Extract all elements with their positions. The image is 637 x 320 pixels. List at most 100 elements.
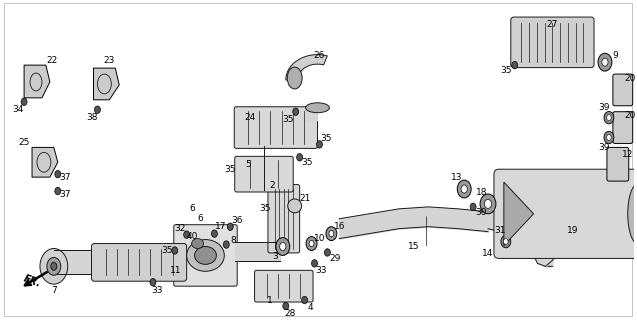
Ellipse shape [627,184,637,244]
Ellipse shape [606,134,611,140]
Ellipse shape [40,249,68,284]
Text: 21: 21 [299,195,310,204]
Text: 37: 37 [59,190,71,199]
Polygon shape [94,68,119,100]
Ellipse shape [602,58,608,66]
Text: 1: 1 [267,296,273,305]
Text: 16: 16 [334,222,345,231]
Text: 11: 11 [170,266,182,275]
Ellipse shape [504,239,508,244]
Text: FR.: FR. [22,273,42,289]
Ellipse shape [326,227,337,241]
Ellipse shape [598,53,612,71]
Text: 19: 19 [566,226,578,235]
Ellipse shape [183,231,190,238]
Text: 7: 7 [51,286,57,295]
Ellipse shape [194,246,217,264]
Ellipse shape [192,239,203,249]
Text: 26: 26 [314,51,325,60]
Ellipse shape [287,67,302,89]
Text: 35: 35 [301,158,312,167]
Ellipse shape [51,262,57,270]
Ellipse shape [480,194,496,214]
Text: 35: 35 [320,134,332,143]
FancyBboxPatch shape [174,225,237,286]
Ellipse shape [47,257,61,275]
Ellipse shape [457,180,471,198]
Polygon shape [24,65,50,98]
Text: 6: 6 [190,204,196,213]
Text: 30: 30 [475,208,487,217]
Ellipse shape [150,278,156,286]
Text: 9: 9 [612,51,618,60]
Ellipse shape [293,108,299,116]
Ellipse shape [501,236,511,248]
Text: 6: 6 [197,214,203,223]
Text: 15: 15 [408,242,419,251]
Text: 22: 22 [47,56,57,65]
FancyBboxPatch shape [255,270,313,302]
Text: 14: 14 [482,249,494,258]
Text: 5: 5 [245,160,251,169]
Ellipse shape [280,243,286,251]
Text: 37: 37 [59,172,71,182]
Text: 25: 25 [18,138,30,147]
Polygon shape [286,55,327,80]
Text: 3: 3 [272,252,278,261]
Ellipse shape [484,199,492,208]
Ellipse shape [55,187,61,195]
Ellipse shape [311,260,317,267]
Text: 17: 17 [215,222,226,231]
Text: 35: 35 [224,165,236,174]
Ellipse shape [297,154,303,161]
Text: 28: 28 [284,309,296,318]
Text: 38: 38 [87,113,98,122]
FancyBboxPatch shape [92,244,187,281]
Ellipse shape [211,230,217,237]
Text: 34: 34 [13,105,24,114]
Text: 35: 35 [259,204,271,213]
Text: 13: 13 [450,172,462,182]
Ellipse shape [306,103,329,113]
FancyBboxPatch shape [268,185,299,253]
Text: 39: 39 [598,143,610,152]
Ellipse shape [512,61,518,69]
Text: 12: 12 [622,150,633,159]
Ellipse shape [276,237,290,255]
Ellipse shape [324,249,331,256]
Text: 33: 33 [151,286,162,295]
Ellipse shape [283,302,289,310]
Ellipse shape [21,98,27,106]
Polygon shape [504,182,534,245]
Ellipse shape [224,241,229,248]
Ellipse shape [309,240,314,247]
FancyBboxPatch shape [511,17,594,68]
Text: 36: 36 [231,216,243,225]
Ellipse shape [306,236,317,251]
FancyBboxPatch shape [613,74,633,106]
Ellipse shape [470,203,476,211]
Ellipse shape [187,240,224,271]
Text: 8: 8 [231,236,236,245]
Text: 20: 20 [624,111,636,120]
Ellipse shape [604,111,614,124]
Ellipse shape [604,131,614,144]
Text: 10: 10 [314,234,326,243]
Text: 40: 40 [187,232,198,241]
FancyBboxPatch shape [494,169,637,259]
Ellipse shape [227,223,233,230]
Text: 33: 33 [316,266,327,275]
Text: 31: 31 [494,226,506,235]
Ellipse shape [606,115,611,121]
Text: 35: 35 [282,115,294,124]
Ellipse shape [172,247,178,254]
Ellipse shape [288,199,302,213]
Text: 35: 35 [500,66,512,75]
Ellipse shape [329,230,334,237]
Text: 29: 29 [330,254,341,263]
Text: 2: 2 [269,180,275,189]
Ellipse shape [94,106,101,114]
Text: 4: 4 [308,303,313,312]
Text: 18: 18 [476,188,488,197]
Polygon shape [32,148,58,177]
